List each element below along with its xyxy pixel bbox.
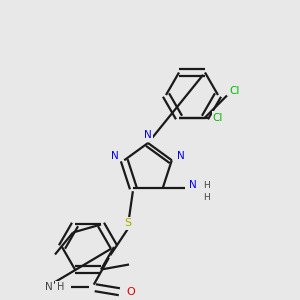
Text: H: H (57, 282, 64, 292)
Text: H: H (203, 181, 210, 190)
Text: Cl: Cl (213, 112, 223, 122)
Text: S: S (125, 218, 132, 228)
Text: N: N (177, 151, 185, 161)
Text: N: N (111, 151, 119, 161)
Text: O: O (126, 287, 135, 297)
Text: N: N (189, 180, 196, 190)
Text: N: N (45, 282, 53, 292)
Text: H: H (203, 193, 210, 202)
Text: Cl: Cl (230, 85, 240, 95)
Text: N: N (144, 130, 152, 140)
